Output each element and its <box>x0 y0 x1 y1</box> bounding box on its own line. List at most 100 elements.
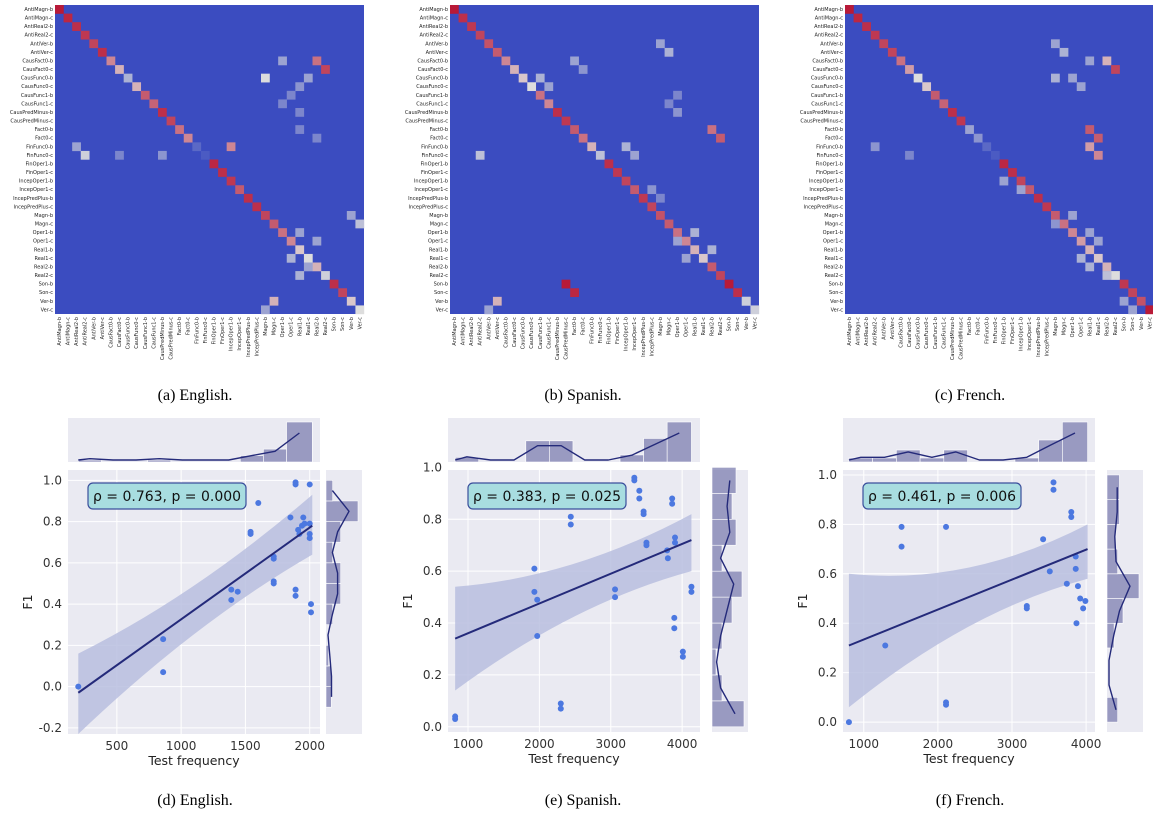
heatmap-row-label: Magn-b <box>824 213 843 219</box>
x-tick-label: 4000 <box>1071 737 1102 751</box>
y-tick-label: 0.6 <box>818 567 837 581</box>
heatmap-cell <box>647 185 657 195</box>
heatmap-cell <box>578 65 588 74</box>
heatmap-cell <box>587 142 597 152</box>
heatmap-row-label: AntiMagn-b <box>24 7 53 13</box>
scatter-point <box>301 520 308 527</box>
heatmap-row-label: Ver-b <box>830 299 843 305</box>
heatmap-col-label: FinOper1-b <box>606 317 612 344</box>
scatter-point <box>1074 583 1081 590</box>
top-marginal <box>448 418 700 463</box>
heatmap-cell <box>965 125 974 134</box>
heatmap-cell <box>561 279 571 289</box>
heatmap-cell <box>724 279 734 289</box>
heatmap-col-label: Real2-b <box>709 317 715 336</box>
x-kde-curve <box>454 432 680 461</box>
scatter-spanish: ρ = 0.383, p = 0.025 1000 2000 3000 4000 0.0 0… <box>400 418 748 766</box>
heatmap-col-labels: AntiMagn-b AntiMagn-c AntiReal2-b AntiReal2… <box>847 317 1153 360</box>
heatmap-col-label: FinOper1-c <box>1010 317 1016 344</box>
y-tick-label: 0.8 <box>818 517 837 531</box>
heatmap-cell <box>939 99 949 109</box>
x-tick-label: 500 <box>105 739 128 753</box>
heatmap-col-label: Son-b <box>1122 317 1128 331</box>
scatter-point <box>531 588 538 595</box>
heatmap-cells <box>845 5 1153 315</box>
heatmap-cell <box>338 288 348 298</box>
x-hist-bar <box>77 459 102 463</box>
heatmap-cells <box>55 5 365 315</box>
heatmap-french: AntiMagn-bAntiMagn-cAntiReal2-bAntiReal2… <box>800 5 1153 360</box>
heatmap-cell <box>261 73 270 83</box>
heatmap-col-label: FinFunc0-b <box>194 317 200 344</box>
scatter-point <box>567 521 574 528</box>
heatmap-row-label: AntiVer-b <box>820 41 843 47</box>
heatmap-row-labels: AntiMagn-b AntiMagn-c AntiReal2-b AntiReal2… <box>405 7 448 313</box>
heatmap-col-label: AntiReal2-b <box>864 317 870 346</box>
y-tick-label: 0.8 <box>43 515 62 529</box>
heatmap-col-label: FinFunc0-c <box>993 317 999 344</box>
annotation-text: ρ = 0.461, p = 0.006 <box>868 489 1016 505</box>
heatmap-cell <box>123 73 133 83</box>
scatter-point <box>234 588 241 595</box>
scatter-point <box>308 601 314 608</box>
heatmap-col-label: AntiVer-b <box>881 317 887 340</box>
heatmap-cell <box>243 193 253 203</box>
scatter-point <box>306 530 313 537</box>
heatmap-row-label: AntiVer-b <box>425 41 448 47</box>
right-marginal <box>325 470 362 734</box>
top-marginal <box>68 418 320 463</box>
heatmap-cell <box>1128 288 1138 298</box>
heatmap-row-label: Real2-c <box>824 273 843 279</box>
heatmap-cell <box>261 305 270 315</box>
heatmap-row-label: AntiReal2-c <box>420 33 449 39</box>
heatmap-col-label: IncepOper1-b <box>229 317 235 351</box>
heatmap-row-label: Fact0-b <box>35 127 53 133</box>
heatmap-col-label: CausFunc1-b <box>933 317 939 349</box>
heatmap-cell <box>183 133 193 143</box>
heatmap-row-label: CausFunc0-c <box>21 84 53 90</box>
heatmap-cell <box>492 47 502 57</box>
heatmap-cell <box>312 236 322 246</box>
heatmap-row-label: FinOper1-c <box>421 170 448 176</box>
heatmap-row-label: IncepOper1-c <box>809 187 843 193</box>
heatmap-cell <box>1085 262 1095 272</box>
y-hist-bar <box>325 562 341 584</box>
heatmap-cell <box>63 13 73 23</box>
heatmap-cell <box>312 262 322 272</box>
heatmap-row-label: Oper1-c <box>33 239 53 245</box>
heatmap-cell <box>106 56 116 66</box>
heatmap-row-label: IncepPredPlus-c <box>409 204 449 210</box>
heatmap-cell <box>570 56 579 66</box>
annotation-box <box>467 482 627 510</box>
y-tick-label: 1.0 <box>43 473 62 487</box>
heatmap-row-label: CausFact0-c <box>418 67 449 73</box>
heatmap-cell <box>656 211 665 220</box>
heatmap-row-label: CausFact0-b <box>417 58 448 64</box>
heatmap-row-label: Ver-c <box>41 307 54 313</box>
heatmap-cell <box>295 82 305 92</box>
x-tick-label: 4000 <box>667 737 698 751</box>
scatter-point <box>300 514 307 521</box>
heatmap-row-label: Son-b <box>434 282 448 288</box>
heatmap-cell <box>200 150 210 160</box>
heatmap-cell <box>870 30 880 40</box>
heatmap-cell <box>553 108 562 117</box>
heatmap-cell <box>1102 56 1112 66</box>
heatmap-col-label: CausFact0-c <box>907 317 913 348</box>
scatter-point <box>228 586 235 593</box>
heatmap-row-label: Ver-c <box>436 307 449 313</box>
heatmap-cell <box>707 245 717 255</box>
heatmap-cell <box>930 90 940 100</box>
heatmap-col-label: Ver-b <box>1139 317 1145 330</box>
scatter-point <box>1063 580 1070 587</box>
x-hist-bar <box>919 457 945 463</box>
heatmap-cell <box>269 219 279 229</box>
heatmap-row-label: AntiMagn-b <box>419 7 448 13</box>
heatmap-row-label: CausFact0-b <box>812 58 843 64</box>
x-axis-label: Test frequency <box>527 751 620 766</box>
heatmap-cell <box>158 108 167 117</box>
heatmap-col-label: FinOper1-c <box>615 317 621 344</box>
heatmap-col-label: IncepPredPlus-b <box>1036 317 1042 357</box>
heatmap-row-label: AntiVer-b <box>30 41 53 47</box>
heatmap-col-label: CausFunc1-c <box>941 317 947 349</box>
